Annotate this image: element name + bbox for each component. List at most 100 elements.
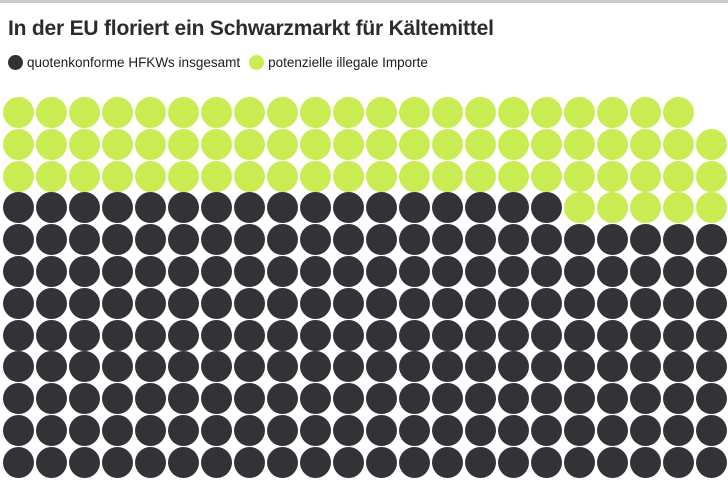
waffle-dot xyxy=(465,160,496,192)
legend-label-hfkw: quotenkonforme HFKWs insgesamt xyxy=(27,55,241,70)
waffle-dot xyxy=(498,256,529,287)
waffle-dot xyxy=(234,415,265,446)
waffle-dot xyxy=(3,351,34,383)
waffle-dot xyxy=(498,319,529,351)
waffle-dot xyxy=(696,192,727,224)
waffle-dot xyxy=(630,287,661,319)
waffle-dot xyxy=(696,415,727,446)
waffle-dot xyxy=(36,287,67,319)
waffle-dot xyxy=(663,97,694,128)
waffle-dot xyxy=(36,256,67,287)
waffle-dot xyxy=(564,383,595,415)
waffle-dot xyxy=(300,383,331,415)
waffle-dot xyxy=(498,160,529,192)
waffle-dot xyxy=(564,97,595,128)
waffle-dot xyxy=(300,415,331,446)
waffle-dot xyxy=(333,351,364,383)
waffle-dot xyxy=(366,256,397,287)
waffle-dot xyxy=(201,351,232,383)
waffle-dot xyxy=(531,446,562,478)
waffle-dot xyxy=(168,383,199,415)
waffle-dot xyxy=(3,224,34,256)
waffle-dot xyxy=(597,319,628,351)
waffle-dot xyxy=(597,351,628,383)
waffle-dot xyxy=(399,192,430,224)
waffle-dot xyxy=(498,351,529,383)
waffle-dot xyxy=(432,383,463,415)
waffle-dot xyxy=(300,224,331,256)
waffle-dot xyxy=(564,287,595,319)
waffle-dot xyxy=(102,319,133,351)
waffle-dot xyxy=(135,160,166,192)
waffle-dot xyxy=(531,224,562,256)
waffle-dot xyxy=(663,128,694,160)
waffle-dot xyxy=(498,128,529,160)
waffle-dot xyxy=(201,192,232,224)
waffle-dot xyxy=(432,319,463,351)
waffle-dot xyxy=(399,287,430,319)
waffle-dot xyxy=(168,192,199,224)
waffle-dot xyxy=(498,415,529,446)
waffle-dot xyxy=(168,319,199,351)
waffle-dot xyxy=(168,160,199,192)
legend-item-hfkw: quotenkonforme HFKWs insgesamt xyxy=(8,55,240,70)
waffle-dot xyxy=(102,351,133,383)
waffle-dot xyxy=(663,383,694,415)
waffle-dot xyxy=(663,351,694,383)
waffle-dot xyxy=(366,415,397,446)
waffle-dot xyxy=(432,224,463,256)
waffle-dot xyxy=(663,160,694,192)
waffle-dot xyxy=(630,256,661,287)
waffle-dot xyxy=(399,415,430,446)
waffle-dot xyxy=(333,383,364,415)
waffle-dot xyxy=(69,256,100,287)
waffle-dot xyxy=(69,97,100,128)
waffle-dot xyxy=(399,383,430,415)
waffle-dot xyxy=(102,128,133,160)
waffle-dot xyxy=(36,192,67,224)
waffle-dot xyxy=(3,192,34,224)
waffle-dot xyxy=(564,351,595,383)
waffle-dot xyxy=(630,192,661,224)
waffle-dot xyxy=(696,128,727,160)
waffle-dot xyxy=(663,287,694,319)
waffle-dot xyxy=(36,128,67,160)
waffle-dot xyxy=(69,160,100,192)
waffle-dot xyxy=(498,383,529,415)
waffle-dot xyxy=(69,128,100,160)
waffle-dot xyxy=(564,224,595,256)
waffle-dot xyxy=(135,319,166,351)
waffle-dot xyxy=(201,128,232,160)
waffle-dot xyxy=(399,319,430,351)
waffle-dot xyxy=(531,97,562,128)
waffle-dot xyxy=(36,160,67,192)
waffle-dot xyxy=(432,287,463,319)
waffle-dot xyxy=(597,415,628,446)
top-divider-bar xyxy=(0,0,728,3)
waffle-dot xyxy=(399,97,430,128)
waffle-dot xyxy=(663,256,694,287)
waffle-dot xyxy=(201,383,232,415)
waffle-dot xyxy=(399,128,430,160)
waffle-dot xyxy=(465,383,496,415)
waffle-dot xyxy=(432,351,463,383)
waffle-dot xyxy=(201,319,232,351)
waffle-dot xyxy=(3,446,34,478)
waffle-dot xyxy=(630,351,661,383)
waffle-dot xyxy=(234,192,265,224)
waffle-dot xyxy=(696,383,727,415)
waffle-dot xyxy=(135,415,166,446)
waffle-dot xyxy=(432,160,463,192)
waffle-dot xyxy=(366,351,397,383)
waffle-dot xyxy=(531,128,562,160)
waffle-dot xyxy=(630,128,661,160)
waffle-dot xyxy=(333,192,364,224)
waffle-dot xyxy=(69,224,100,256)
waffle-dot xyxy=(267,383,298,415)
waffle-dot xyxy=(168,128,199,160)
waffle-dot xyxy=(168,446,199,478)
waffle-dot xyxy=(102,224,133,256)
waffle-dot xyxy=(465,319,496,351)
waffle-dot xyxy=(663,446,694,478)
waffle-dot xyxy=(3,415,34,446)
